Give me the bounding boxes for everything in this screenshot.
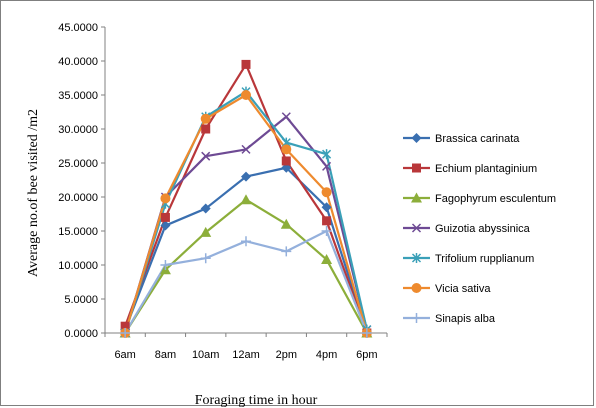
data-point [321,202,332,213]
y-tick-label: 30.0000 [58,124,98,136]
y-tick-label: 15.0000 [58,226,98,238]
x-tick-label: 4pm [316,349,337,361]
y-tick-label: 40.0000 [58,56,98,68]
data-point [280,218,292,229]
y-tick-label: 25.0000 [58,158,98,170]
data-point [200,203,211,214]
data-point [240,194,252,205]
y-tick-labels: 0.0000 5.0000 10.0000 15.0000 20.0000 25.0000… [58,22,98,340]
legend-entry-label: Brassica carinata [435,133,520,145]
series-markers [119,59,373,338]
x-tick-label: 6pm [356,349,377,361]
legend-swatch-marker [411,253,422,263]
data-point [281,246,292,257]
data-point [160,220,171,231]
data-point [200,226,212,237]
data-point [241,236,251,247]
axes [101,26,388,337]
legend-entry-label: Guizotia abyssinica [435,223,531,235]
legend-swatch-marker [411,192,422,203]
data-point [361,328,372,338]
legend-entry-label: Sinapis alba [435,313,496,325]
y-tick-label: 10.0000 [58,260,98,272]
data-point [281,112,291,122]
x-tick-label: 8am [155,349,176,361]
legend-entry-label: Fagophyrum esculentum [435,193,556,205]
data-point [160,212,170,222]
series-line [124,229,368,334]
x-tick-label: 6am [114,349,135,361]
legend-swatch-marker [411,283,422,293]
data-point [322,161,332,171]
data-point [120,321,130,331]
legend-entry-label: Echium plantaginium [435,163,537,175]
legend: Brassica carinata Echium plantaginium Fago… [403,133,556,325]
data-point [201,151,211,161]
x-tick-label: 2pm [276,349,297,361]
data-point [160,193,171,204]
data-point [322,216,332,226]
x-tick-labels: 6am 8am 10am 12am 2pm 4pm 6pm [114,349,377,361]
data-point [321,254,333,265]
legend-entry-label: Vicia sativa [435,283,491,295]
y-tick-label: 5.0000 [64,294,98,306]
data-point [200,113,211,124]
legend-swatch-marker [411,313,422,323]
data-point [241,59,251,69]
data-point [201,124,211,134]
data-point [200,253,211,264]
data-point [241,171,251,182]
data-point [281,156,291,166]
legend-swatch-marker [411,133,422,143]
x-tick-label: 10am [192,349,220,361]
y-tick-label: 35.0000 [58,90,98,102]
y-tick-label: 45.0000 [58,22,98,34]
x-tick-label: 12am [232,349,260,361]
y-axis-label: Average no.of bee visited /m2 [26,109,41,277]
y-tick-label: 20.0000 [58,192,98,204]
legend-swatch-marker [412,163,421,173]
y-tick-label: 0.0000 [64,328,98,340]
data-point [241,144,251,154]
data-point [321,187,332,198]
data-point [241,90,251,100]
x-axis-label: Foraging time in hour [195,393,318,408]
legend-swatch-marker [411,223,422,233]
data-point [321,226,332,236]
data-point [160,260,171,270]
data-point [120,328,131,338]
data-point [322,149,332,160]
legend-entry-label: Trifolium rupplianum [435,253,534,265]
data-point [281,144,292,155]
